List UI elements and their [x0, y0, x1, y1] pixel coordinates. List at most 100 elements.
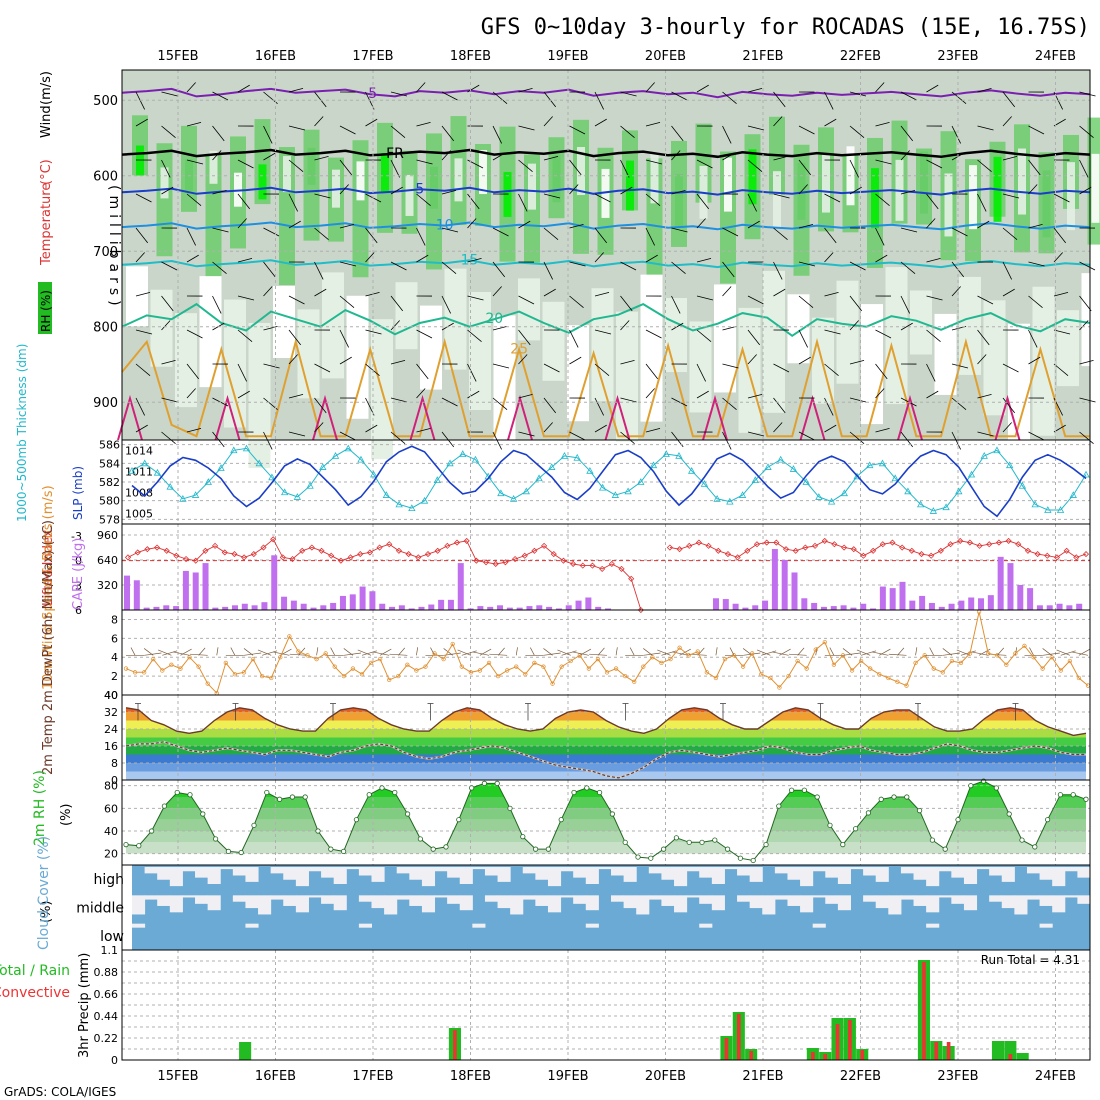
thickness-point — [649, 461, 658, 469]
thickness-tick-label: 584 — [99, 457, 120, 470]
rh-band — [126, 819, 1086, 831]
rh-point — [993, 785, 1000, 791]
cape-bar — [889, 588, 896, 610]
wind-barb-10m — [489, 653, 508, 656]
thickness-point — [459, 450, 467, 457]
cloud-gap — [749, 867, 763, 882]
wind-point — [387, 677, 392, 683]
temp-band — [126, 754, 1086, 763]
cloud-gap — [459, 867, 473, 884]
wind-barb-10m — [942, 648, 953, 656]
rh-point — [776, 803, 782, 809]
wind-point — [722, 656, 728, 662]
cloud-gap — [875, 895, 889, 909]
wind-point — [623, 673, 628, 679]
wind-barb — [135, 252, 145, 263]
wind-point — [686, 653, 691, 658]
wind-barb — [263, 325, 278, 331]
wind-barb — [441, 397, 458, 407]
wind-point — [731, 653, 737, 658]
slp-line — [131, 445, 1087, 518]
wind-point — [160, 668, 165, 673]
wind-barb — [441, 227, 459, 233]
wind-barb — [951, 431, 962, 450]
cloud-gap — [1077, 867, 1091, 878]
cloud-gap — [573, 867, 587, 878]
rh-patch — [1081, 273, 1100, 367]
wind-barb — [390, 295, 404, 312]
wind-barb — [212, 91, 229, 101]
wind-barb — [186, 388, 196, 399]
rh-patch — [205, 153, 222, 293]
li-point — [995, 539, 1002, 546]
wind-barb — [798, 223, 814, 229]
wind-barb — [1053, 252, 1063, 263]
thickness-point — [1031, 500, 1039, 508]
cloud-gap — [447, 867, 461, 878]
wind-point — [849, 668, 855, 673]
cape-bar — [899, 581, 906, 610]
rh-patch — [273, 285, 295, 358]
wind-barb — [263, 363, 280, 369]
wind-barb-10m — [144, 652, 162, 656]
cloud-gap — [535, 867, 549, 880]
wind-barb-10m — [398, 647, 406, 656]
rh-point — [1070, 792, 1076, 798]
cape-bar — [536, 605, 543, 610]
cloud-gap — [207, 867, 221, 884]
wind-barb — [849, 261, 866, 271]
li-point — [279, 554, 286, 561]
wind-barb-10m — [189, 653, 208, 656]
rh-point — [213, 836, 219, 842]
wind-barb — [849, 159, 860, 178]
thickness-ylabel: 1000~500mb Thickness (dm) — [15, 344, 29, 522]
rh-point — [686, 839, 692, 845]
wind-barb-10m — [461, 650, 477, 656]
rh-patch — [209, 150, 218, 184]
temp-band — [126, 737, 1086, 746]
rh-point — [904, 794, 910, 800]
thickness-point — [624, 487, 632, 495]
wind-barb — [212, 189, 227, 195]
wind-barb — [365, 329, 382, 335]
wind-barb — [237, 218, 247, 229]
wind-barb — [696, 363, 707, 382]
li-point — [957, 537, 964, 544]
thickness-point — [993, 446, 1001, 454]
cloud-gap — [472, 923, 486, 928]
wind-point — [659, 660, 664, 666]
rh-point — [456, 817, 462, 823]
hot-contour — [214, 394, 241, 441]
wind-barb-10m — [589, 653, 608, 656]
cloud-gap — [522, 867, 536, 874]
rh-point — [942, 846, 948, 852]
wind-barb — [747, 87, 763, 93]
rh-patch — [626, 160, 634, 211]
rh-patch — [528, 163, 536, 210]
pressure-axis-label: (millibars) — [106, 185, 122, 311]
wind-barb-10m — [856, 649, 871, 656]
wind-barb — [186, 329, 203, 339]
cloud-gap — [333, 895, 347, 911]
cape-bar — [830, 606, 837, 610]
rh-point — [929, 837, 936, 843]
wind-barb — [1079, 431, 1094, 444]
wind-barb — [543, 155, 559, 161]
wind-barb — [365, 118, 378, 127]
wind-point — [886, 675, 891, 681]
wind-barb-10m — [861, 650, 877, 656]
wind-point — [287, 634, 292, 639]
rh-patch — [126, 266, 148, 327]
wind-point — [704, 670, 709, 675]
thickness-point — [700, 480, 709, 487]
wind-barb — [1028, 184, 1038, 195]
cloud-gap — [245, 895, 259, 909]
wind-barb — [926, 193, 939, 210]
wind-barb — [900, 261, 916, 274]
wind-barb — [416, 363, 429, 380]
cloud-gap — [510, 895, 524, 915]
wind-barb — [467, 363, 477, 382]
rh-patch — [405, 174, 414, 216]
rh-patch — [542, 301, 565, 381]
rh-point — [417, 836, 423, 842]
